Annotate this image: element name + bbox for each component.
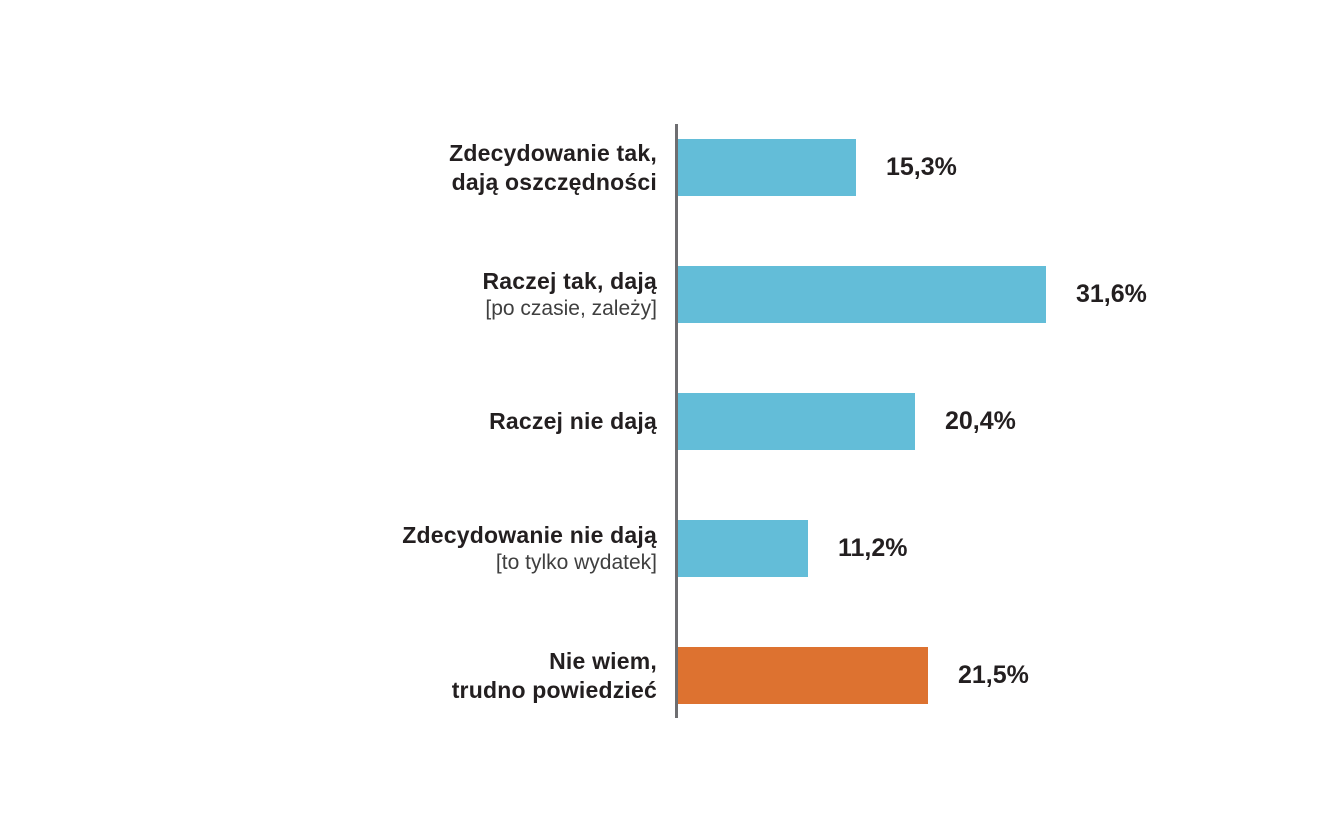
chart-row: Raczej nie dają 20,4% bbox=[0, 358, 1326, 485]
category-label-line: trudno powiedzieć bbox=[451, 676, 657, 703]
bar-1 bbox=[678, 266, 1046, 323]
bar-cell: 20,4% bbox=[675, 393, 1326, 450]
category-label-line: Zdecydowanie tak, bbox=[449, 139, 657, 166]
category-label-main: Nie wiem, trudno powiedzieć bbox=[0, 647, 657, 705]
category-label: Zdecydowanie nie dają [to tylko wydatek] bbox=[0, 521, 675, 576]
category-label-line: Raczej tak, dają bbox=[482, 268, 657, 294]
category-label-main: Raczej nie dają bbox=[0, 407, 657, 436]
category-label-sub: [po czasie, zależy] bbox=[485, 297, 657, 320]
value-label: 15,3% bbox=[886, 153, 957, 181]
category-label-line: Zdecydowanie nie dają bbox=[402, 522, 657, 548]
bar-0 bbox=[678, 139, 856, 196]
bar-2 bbox=[678, 393, 915, 450]
bar-4 bbox=[678, 647, 928, 704]
category-label-main: Raczej tak, dają bbox=[0, 267, 657, 296]
value-label: 31,6% bbox=[1076, 280, 1147, 308]
category-label: Raczej tak, dają [po czasie, zależy] bbox=[0, 267, 675, 322]
category-label-line: dają oszczędności bbox=[451, 168, 657, 195]
bar-cell: 15,3% bbox=[675, 139, 1326, 196]
category-label: Nie wiem, trudno powiedzieć bbox=[0, 647, 675, 705]
chart-row: Raczej tak, dają [po czasie, zależy] 31,… bbox=[0, 231, 1326, 358]
bar-cell: 21,5% bbox=[675, 647, 1326, 704]
chart-rows: Zdecydowanie tak, dają oszczędności 15,3%… bbox=[0, 104, 1326, 739]
bar-cell: 31,6% bbox=[675, 266, 1326, 323]
value-label: 21,5% bbox=[958, 661, 1029, 689]
category-label-line: Raczej nie dają bbox=[489, 408, 657, 434]
y-axis-line bbox=[675, 124, 678, 718]
category-label-sub: [to tylko wydatek] bbox=[495, 551, 657, 574]
chart-row: Zdecydowanie tak, dają oszczędności 15,3% bbox=[0, 104, 1326, 231]
bar-cell: 11,2% bbox=[675, 520, 1326, 577]
chart-row: Nie wiem, trudno powiedzieć 21,5% bbox=[0, 612, 1326, 739]
category-label-main: Zdecydowanie nie dają bbox=[0, 521, 657, 550]
value-label: 20,4% bbox=[945, 407, 1016, 435]
category-label-line: Nie wiem, bbox=[549, 647, 657, 674]
bar-3 bbox=[678, 520, 808, 577]
category-label: Zdecydowanie tak, dają oszczędności bbox=[0, 139, 675, 197]
category-label: Raczej nie dają bbox=[0, 407, 675, 436]
value-label: 11,2% bbox=[838, 534, 908, 562]
category-label-main: Zdecydowanie tak, dają oszczędności bbox=[0, 139, 657, 197]
chart-row: Zdecydowanie nie dają [to tylko wydatek]… bbox=[0, 485, 1326, 612]
